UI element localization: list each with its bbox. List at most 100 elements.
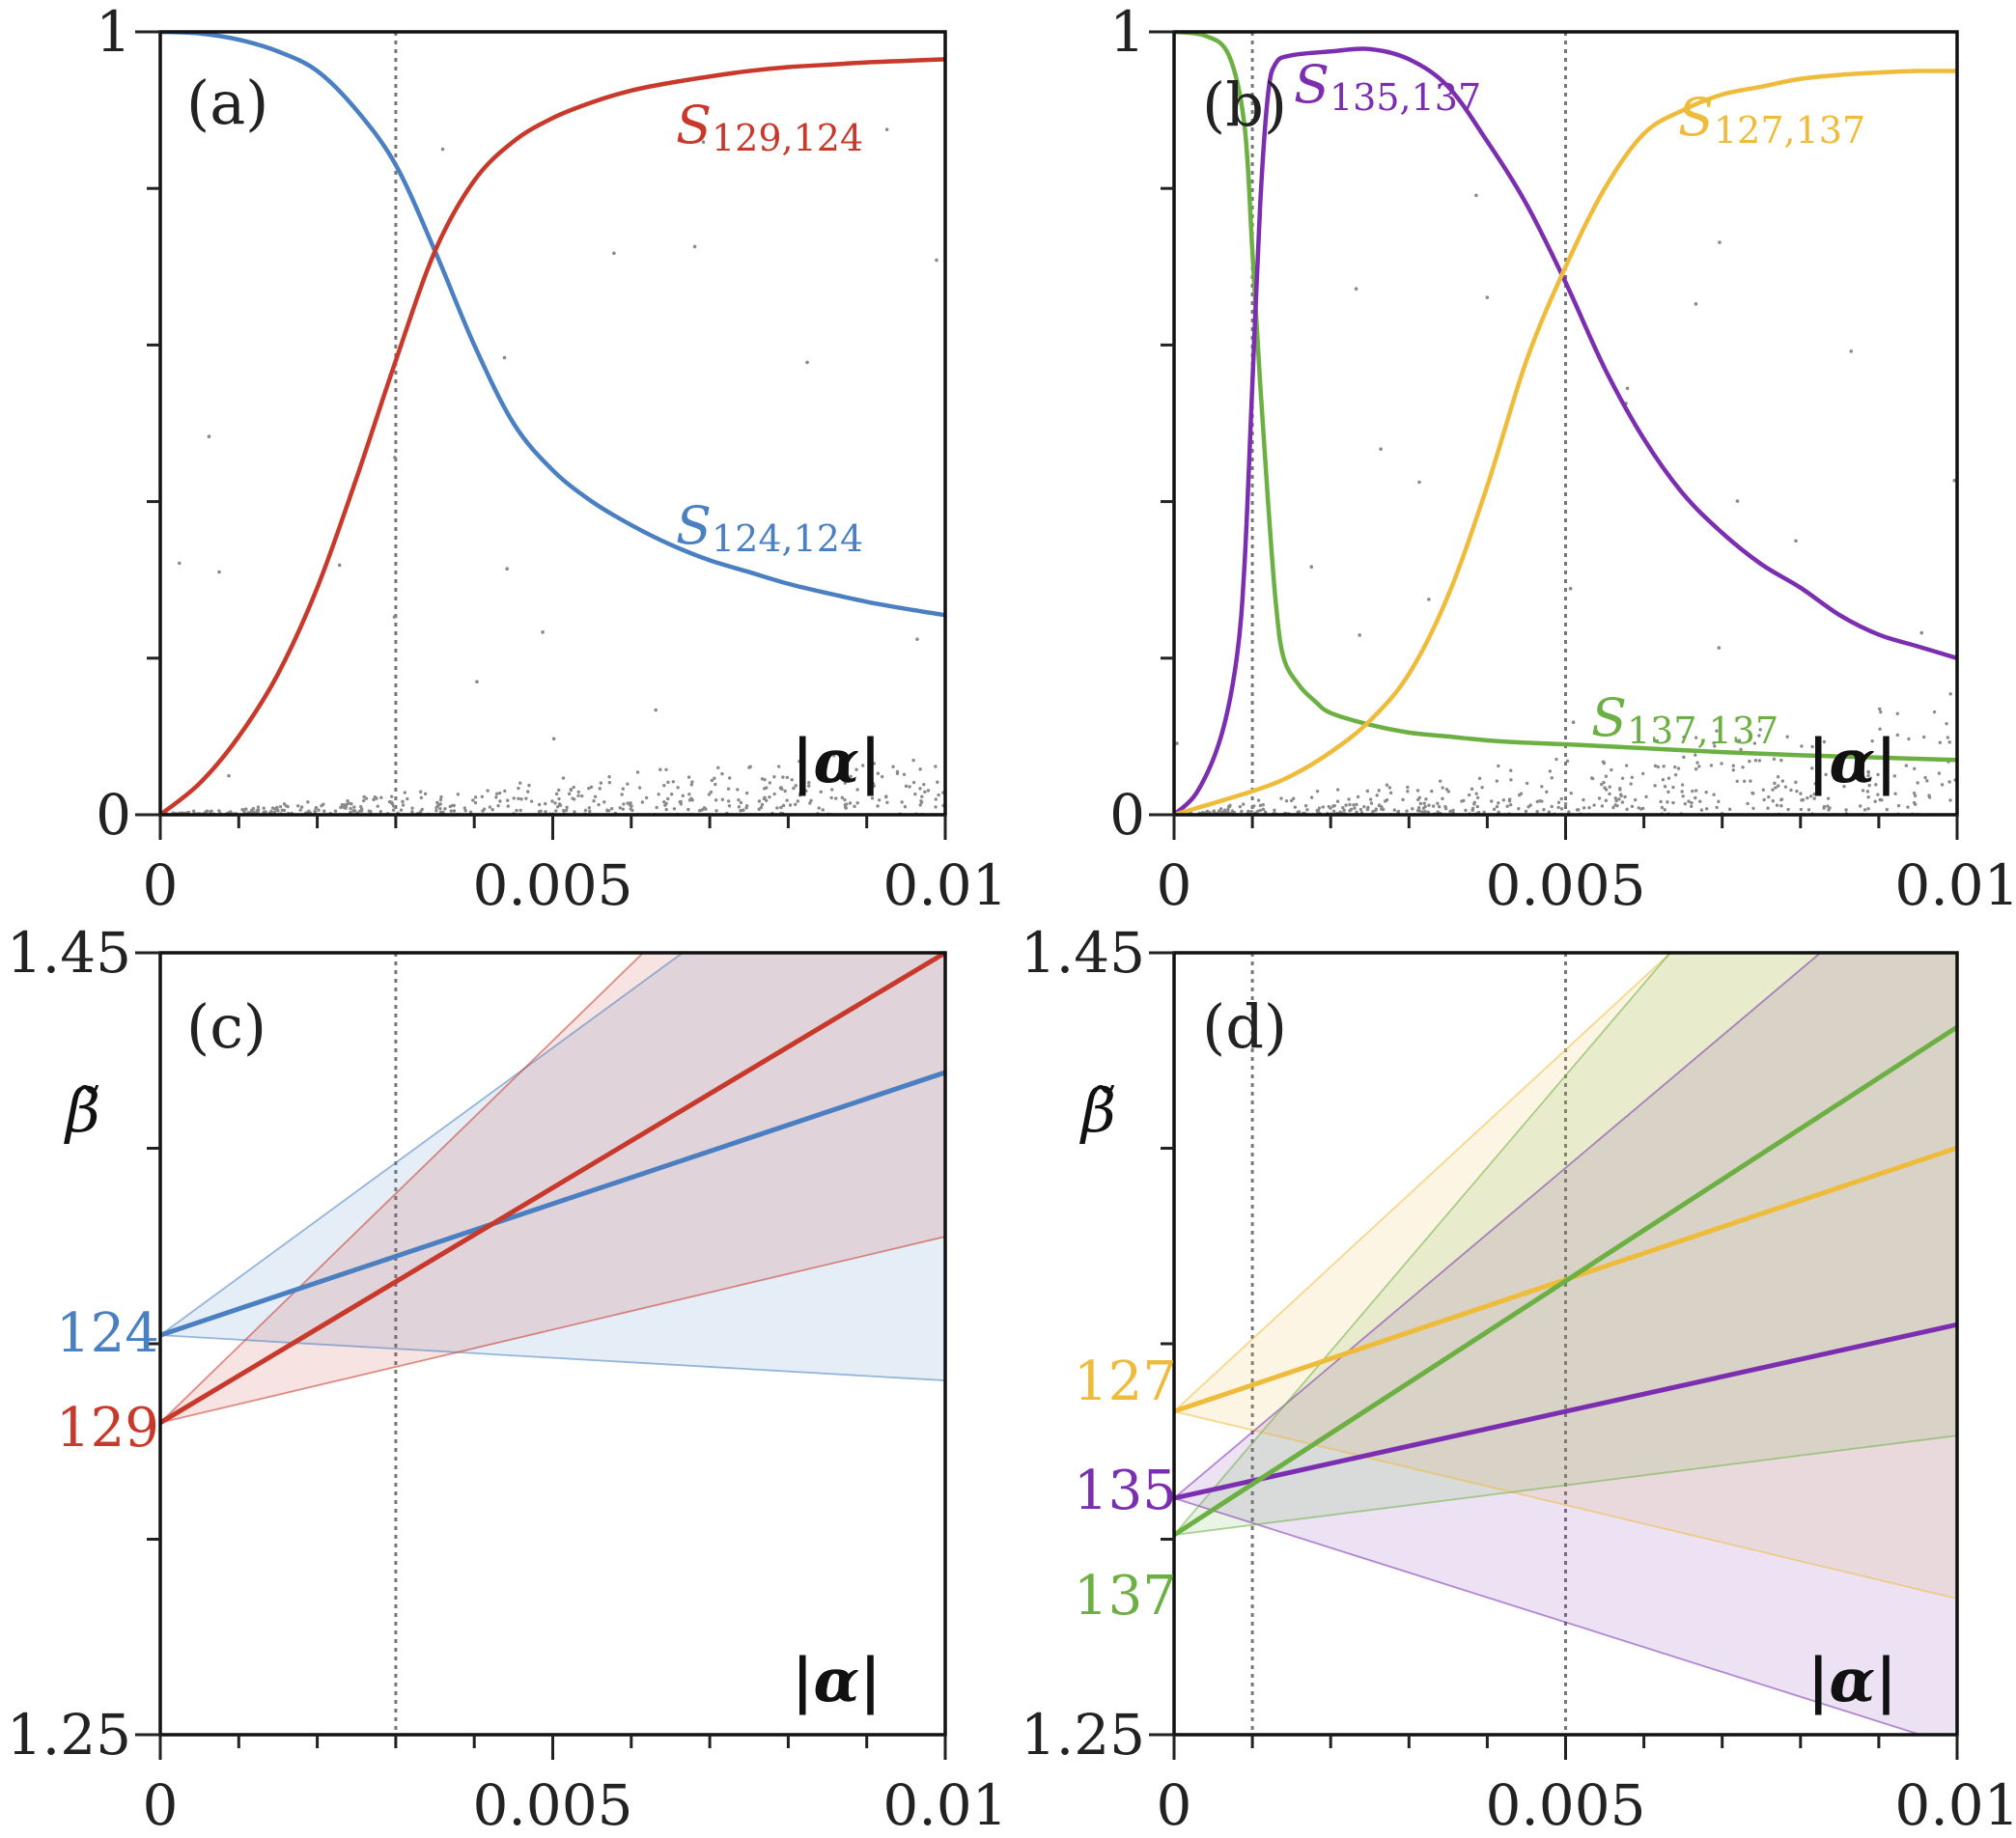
scatter-dot <box>1624 764 1629 767</box>
scatter-dot <box>832 754 836 758</box>
scatter-dot <box>1470 808 1474 812</box>
scatter-dot <box>885 800 889 804</box>
scatter-dot <box>473 795 478 799</box>
level-label-137: 137 <box>1074 1565 1177 1628</box>
scatter-dot <box>410 806 414 810</box>
scatter-dot <box>1761 788 1766 792</box>
scatter-dot <box>1388 791 1393 795</box>
scatter-dot <box>621 787 626 791</box>
scatter-dot <box>524 796 528 800</box>
series-line-s-137-137- <box>1174 32 1957 763</box>
scatter-dot <box>1366 805 1370 810</box>
scatter-dot <box>1694 789 1698 793</box>
scatter-dot <box>1753 759 1758 763</box>
scatter-dot <box>1565 759 1570 764</box>
scatter-dot <box>217 809 221 813</box>
scatter-dot <box>880 774 884 779</box>
scatter-dot <box>527 783 531 788</box>
panel-d: 0 0.005 0.01 1.25 1.45 (d) β̃ 127 135 137 |α… <box>1021 920 2016 1838</box>
panel-label: (a) <box>186 68 268 138</box>
series-fan-137 <box>1174 953 1957 1536</box>
scatter-dot <box>1368 797 1373 801</box>
scatter-dot <box>419 795 424 800</box>
scatter-dot <box>1952 478 1957 483</box>
scatter-dot <box>1794 539 1798 543</box>
scatter-dot <box>1661 778 1666 782</box>
scatter-dot <box>1441 796 1444 801</box>
scatter-dot <box>468 810 473 814</box>
scatter-dot <box>817 766 821 771</box>
scatter-dot <box>1542 807 1546 812</box>
level-label-124: 124 <box>56 1302 159 1365</box>
scatter-dot <box>264 810 267 814</box>
scatter-dot <box>934 797 938 801</box>
scatter-dot <box>441 810 445 814</box>
scatter-dot <box>1630 775 1635 779</box>
y-tick-label: 1.45 <box>1021 920 1145 986</box>
scatter-dot <box>744 804 749 808</box>
scatter-dot <box>1587 806 1591 810</box>
scatter-dot <box>506 798 510 802</box>
scatter-dot <box>891 765 895 768</box>
x-tick-label: 0.005 <box>1485 852 1645 918</box>
scatter-dot <box>744 791 749 795</box>
series-label-s127-137: S127,137 <box>1678 87 1865 152</box>
scatter-dot <box>251 807 256 811</box>
scatter-dot <box>1344 803 1348 807</box>
scatter-dot <box>1563 802 1568 806</box>
scatter-dot <box>1525 781 1529 786</box>
scatter-dot <box>1406 789 1410 794</box>
scatter-dot <box>1375 794 1379 797</box>
scatter-dot <box>935 258 938 263</box>
scatter-dot <box>1779 803 1783 808</box>
scatter-dot <box>1751 792 1755 795</box>
scatter-dot <box>1666 800 1669 804</box>
scatter-dot <box>391 808 396 812</box>
scatter-dot <box>672 807 677 811</box>
scatter-dot <box>572 785 575 790</box>
scatter-dot <box>564 808 569 813</box>
scatter-dot <box>1748 759 1751 764</box>
scatter-dot <box>1739 747 1743 752</box>
scatter-dot <box>537 802 542 807</box>
scatter-dot <box>1315 808 1319 813</box>
scatter-dot <box>1948 692 1952 696</box>
scatter-dot <box>869 788 874 792</box>
scatter-dot <box>1676 766 1681 770</box>
scatter-dot <box>1427 803 1431 807</box>
scatter-dot <box>779 805 783 810</box>
scatter-dot <box>1704 807 1709 811</box>
scatter-dot <box>1777 784 1780 788</box>
scatter-dot <box>1509 778 1513 782</box>
scatter-dot <box>686 775 691 779</box>
scatter-dot <box>463 809 467 813</box>
scatter-dot <box>700 808 704 812</box>
scatter-dot <box>655 805 658 810</box>
scatter-dot <box>918 803 922 807</box>
scatter-dot <box>1430 789 1434 794</box>
scatter-dot <box>1258 803 1263 808</box>
scatter-dot <box>637 786 642 790</box>
x-tick-label: 0.01 <box>1894 852 2016 918</box>
scatter-dot <box>1559 807 1564 811</box>
scatter-dot <box>1293 805 1298 809</box>
scatter-dot <box>807 781 811 785</box>
scatter-dot <box>1812 792 1816 796</box>
scatter-dot <box>592 798 596 803</box>
scatter-dot <box>256 805 261 809</box>
scatter-dot <box>760 777 765 781</box>
scatter-dot <box>1663 808 1666 812</box>
scatter-dot <box>1771 799 1776 803</box>
series-fan-lower-137 <box>1174 1434 1957 1536</box>
scatter-dot <box>345 802 349 807</box>
scatter-dot <box>1600 782 1604 787</box>
scatter-dot <box>1401 797 1405 802</box>
scatter-dot <box>1866 795 1870 799</box>
scatter-dot <box>1653 764 1658 768</box>
x-tick-label: 0.01 <box>1894 1772 2016 1838</box>
scatter-dot <box>298 808 302 812</box>
scatter-dot <box>1617 797 1621 801</box>
series-fan-lower-129 <box>160 1236 945 1424</box>
scatter-dot <box>306 800 310 804</box>
y-axis-label: β̃ <box>64 1075 100 1146</box>
